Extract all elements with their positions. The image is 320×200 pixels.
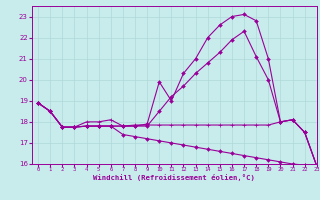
X-axis label: Windchill (Refroidissement éolien,°C): Windchill (Refroidissement éolien,°C) <box>93 174 255 181</box>
